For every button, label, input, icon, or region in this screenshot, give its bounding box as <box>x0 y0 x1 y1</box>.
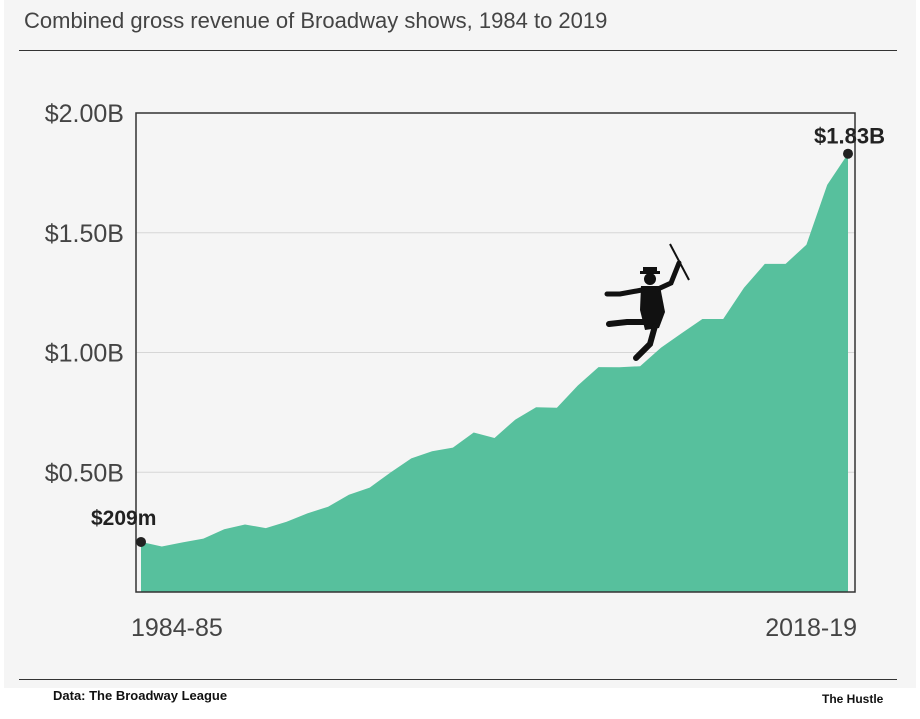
x-tick-label-end: 2018-19 <box>765 614 857 642</box>
brand-credit: The Hustle <box>822 692 884 706</box>
y-tick-label: $1.50B <box>45 220 124 248</box>
end-point-marker <box>843 148 853 159</box>
dancer-silhouette-icon <box>604 243 690 361</box>
y-tick-label: $1.00B <box>45 340 124 368</box>
revenue-area <box>141 153 848 592</box>
y-tick-label: $0.50B <box>45 459 124 487</box>
y-tick-label: $2.00B <box>45 100 124 128</box>
source-credit: Data: The Broadway League <box>53 688 228 703</box>
end-value-label: $1.83B <box>814 124 885 149</box>
x-tick-label-start: 1984-85 <box>131 614 223 642</box>
start-value-label: $209m <box>91 507 156 530</box>
footer-divider <box>19 679 897 680</box>
start-point-marker <box>136 536 146 547</box>
title-divider <box>19 50 897 51</box>
chart-title: Combined gross revenue of Broadway shows… <box>24 8 608 33</box>
plot-frame <box>135 112 856 593</box>
